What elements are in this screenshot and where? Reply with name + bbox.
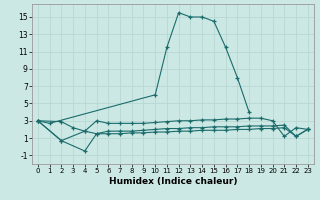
X-axis label: Humidex (Indice chaleur): Humidex (Indice chaleur) bbox=[108, 177, 237, 186]
